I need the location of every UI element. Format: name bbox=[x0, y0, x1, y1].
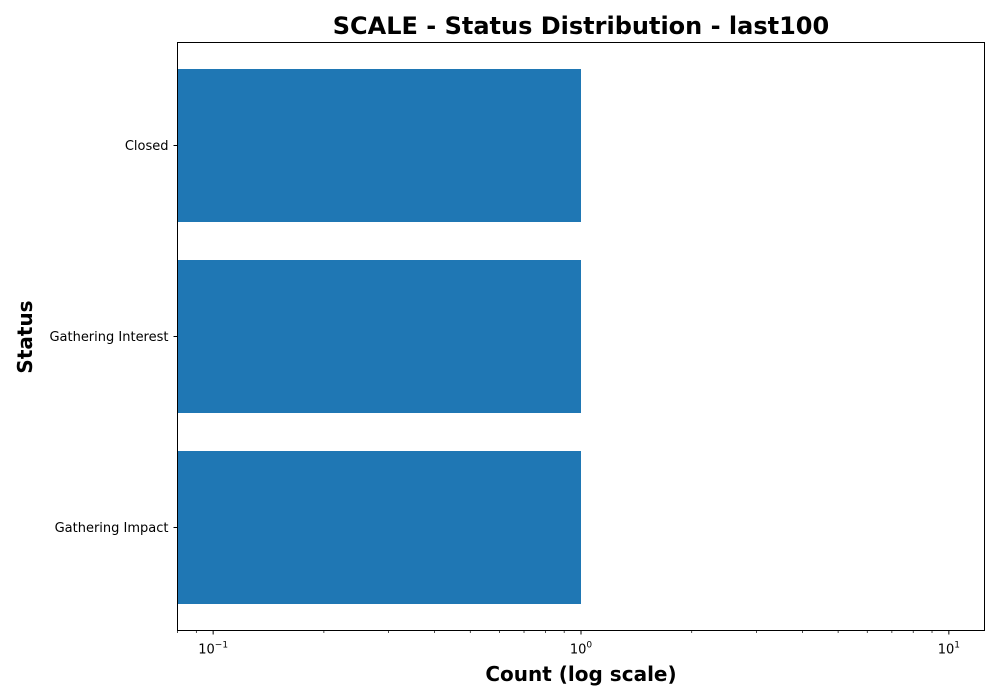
x-axis-label: Count (log scale) bbox=[485, 662, 676, 686]
y-tick-label: Gathering Interest bbox=[49, 330, 168, 345]
y-axis-label: Status bbox=[13, 300, 37, 373]
x-axis-ticks: 10−1 100 101 bbox=[177, 630, 960, 658]
chart-title: SCALE - Status Distribution - last100 bbox=[333, 12, 829, 40]
x-tick-label: 10−1 bbox=[198, 641, 228, 658]
x-tick-label-base: 10 bbox=[198, 643, 215, 658]
bar-gathering-impact bbox=[177, 451, 581, 604]
bars-layer bbox=[177, 69, 581, 604]
y-tick-label: Closed bbox=[125, 139, 169, 154]
x-tick-label-exponent: 1 bbox=[954, 641, 960, 651]
x-tick-label: 101 bbox=[938, 641, 960, 658]
x-tick-label-exponent: 0 bbox=[586, 641, 592, 651]
x-tick-label-base: 10 bbox=[938, 643, 955, 658]
x-tick-label: 100 bbox=[570, 641, 593, 658]
y-tick-label: Gathering Impact bbox=[55, 521, 169, 536]
bar-closed bbox=[177, 69, 581, 222]
bar-gathering-interest bbox=[177, 260, 581, 413]
y-axis-ticks: Closed Gathering Interest Gathering Impact bbox=[49, 139, 178, 536]
x-tick-label-base: 10 bbox=[570, 643, 587, 658]
x-tick-label-exponent: −1 bbox=[215, 641, 228, 651]
